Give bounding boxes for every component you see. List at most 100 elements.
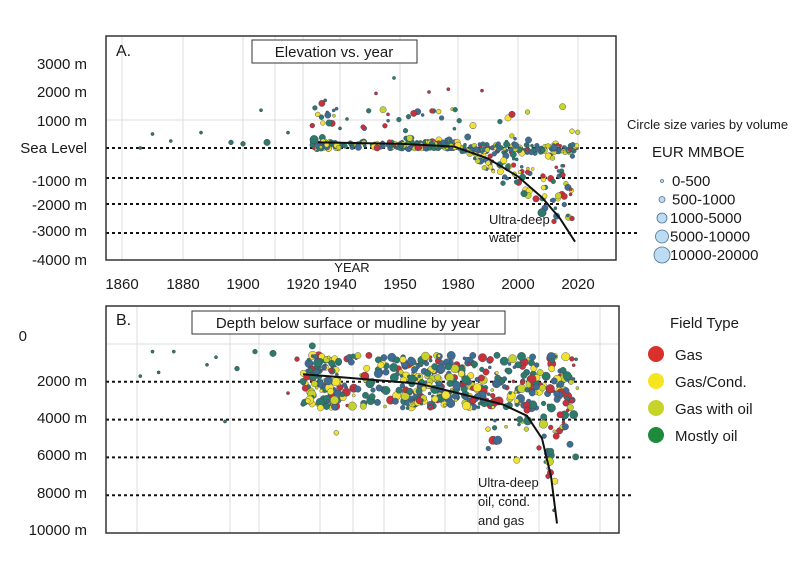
y-tick-label: 8000 m xyxy=(37,485,87,502)
data-point xyxy=(532,195,540,203)
field-type-label: Mostly oil xyxy=(675,428,738,445)
data-point xyxy=(240,141,246,147)
data-point xyxy=(514,361,522,369)
field-type-marker xyxy=(648,373,664,389)
data-point xyxy=(566,213,570,218)
data-point xyxy=(332,113,336,118)
x-axis-label: YEAR xyxy=(334,260,369,275)
data-point xyxy=(525,147,530,152)
y-tick-label: 1000 m xyxy=(37,113,87,130)
data-point xyxy=(318,145,323,149)
data-point xyxy=(424,369,432,377)
size-legend-label: 500-1000 xyxy=(672,192,735,209)
data-point xyxy=(486,356,494,363)
data-point xyxy=(502,147,507,151)
data-point xyxy=(508,391,512,395)
data-point xyxy=(505,163,511,169)
data-point xyxy=(524,109,531,115)
data-point xyxy=(317,404,324,412)
data-point xyxy=(431,395,439,403)
data-point xyxy=(418,361,424,368)
data-point xyxy=(409,399,414,403)
data-point xyxy=(446,87,451,92)
data-point xyxy=(540,185,547,191)
panel-a-title-box xyxy=(251,39,418,64)
data-point xyxy=(520,371,528,379)
data-point xyxy=(312,146,316,151)
size-legend-title: EUR MMBOE xyxy=(652,144,745,161)
data-point xyxy=(519,379,526,386)
data-point xyxy=(550,178,556,185)
data-point xyxy=(359,402,367,410)
data-point xyxy=(373,369,383,378)
data-point xyxy=(480,150,484,154)
data-point xyxy=(325,119,333,127)
data-point xyxy=(313,358,323,368)
data-point xyxy=(552,429,557,434)
data-point xyxy=(374,91,378,96)
y-tick-label: -4000 m xyxy=(32,252,87,269)
data-point xyxy=(328,143,333,147)
data-point xyxy=(420,113,425,117)
data-point xyxy=(446,380,454,387)
data-point xyxy=(541,433,547,439)
y-tick-label: 0 xyxy=(19,328,27,345)
data-point xyxy=(496,168,504,176)
data-point xyxy=(335,357,342,365)
data-point xyxy=(523,406,531,414)
data-point xyxy=(517,170,522,174)
data-point xyxy=(510,162,517,168)
data-point xyxy=(360,124,366,130)
data-point xyxy=(569,187,573,191)
data-point xyxy=(572,453,580,461)
data-point xyxy=(326,355,331,360)
data-point xyxy=(570,142,576,148)
data-point xyxy=(326,399,330,404)
y-tick-label: 4000 m xyxy=(37,410,87,427)
data-point xyxy=(540,173,546,179)
data-point xyxy=(463,142,467,147)
data-point xyxy=(530,143,534,148)
data-point xyxy=(437,353,441,358)
data-point xyxy=(494,143,499,148)
y-tick-label: 2000 m xyxy=(37,373,87,390)
field-type-marker xyxy=(648,400,664,416)
data-point xyxy=(523,426,530,432)
annotation-ultra-deep-oil: Ultra-deep oil, cond. and gas xyxy=(478,475,539,528)
data-point xyxy=(309,135,319,145)
data-point xyxy=(541,371,551,381)
data-point xyxy=(439,115,445,121)
plot-frame-b-border xyxy=(105,305,620,534)
data-point xyxy=(415,397,423,405)
data-point xyxy=(323,98,328,103)
data-point xyxy=(553,395,561,403)
data-point xyxy=(312,354,319,360)
data-point xyxy=(482,368,490,376)
data-point xyxy=(427,90,431,94)
data-point xyxy=(520,190,528,198)
data-point xyxy=(477,374,485,382)
data-point xyxy=(440,139,446,145)
data-point xyxy=(549,155,556,161)
data-point xyxy=(331,403,338,411)
annotation-line: Ultra-deep xyxy=(489,212,550,227)
size-legend-marker xyxy=(655,229,669,244)
data-point xyxy=(513,179,520,185)
data-point xyxy=(399,356,407,363)
data-point xyxy=(156,370,161,375)
x-tick-label: 1950 xyxy=(383,276,416,293)
data-point xyxy=(444,363,452,371)
data-point xyxy=(487,153,493,159)
y-tick-label: Sea Level xyxy=(20,140,87,157)
field-type-legend: Field Type Gas Gas/Cond. Gas with oil Mostl… xyxy=(648,315,753,445)
data-point xyxy=(464,357,470,363)
data-point xyxy=(557,380,565,388)
data-point xyxy=(476,405,481,410)
data-point xyxy=(537,208,547,218)
data-point xyxy=(562,423,569,431)
data-point xyxy=(547,447,555,455)
data-point xyxy=(556,411,564,419)
data-point xyxy=(485,160,491,166)
data-point xyxy=(350,386,354,391)
data-point xyxy=(345,117,349,121)
